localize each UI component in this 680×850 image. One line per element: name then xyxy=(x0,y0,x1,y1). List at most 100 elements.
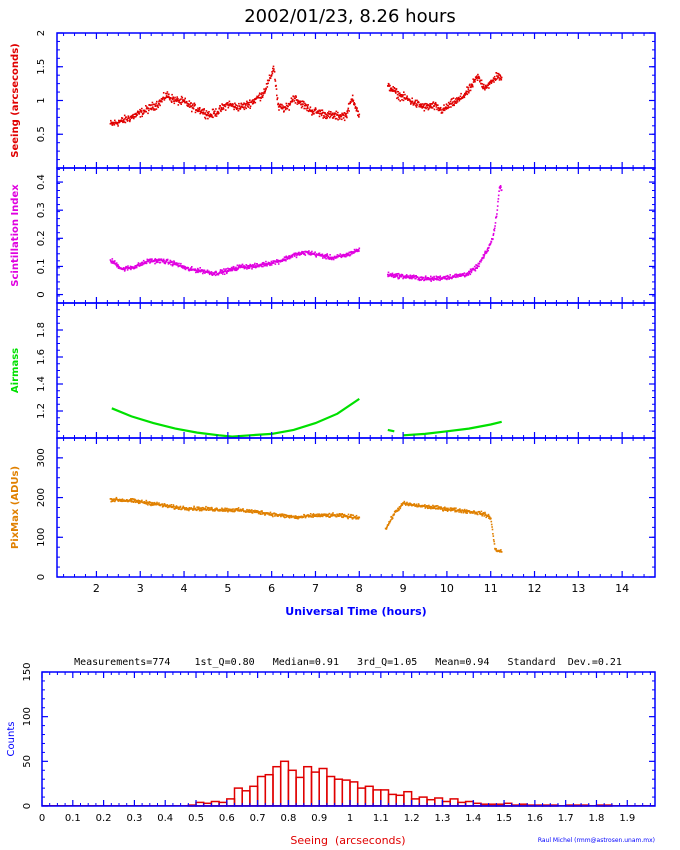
data-point xyxy=(111,123,113,125)
data-point xyxy=(457,509,460,512)
data-point xyxy=(400,274,402,277)
data-point xyxy=(400,503,403,505)
data-point xyxy=(435,106,438,108)
data-point xyxy=(342,114,344,116)
data-point xyxy=(492,79,495,81)
data-point xyxy=(318,109,320,112)
data-point xyxy=(300,253,303,255)
data-point xyxy=(387,273,389,276)
data-point xyxy=(137,502,140,505)
data-point xyxy=(177,104,180,106)
data-point xyxy=(429,279,432,281)
data-point xyxy=(145,501,147,504)
data-point xyxy=(490,520,493,523)
data-point xyxy=(443,275,445,278)
data-point xyxy=(331,114,333,117)
data-point xyxy=(131,115,134,117)
data-point xyxy=(392,86,394,88)
data-point xyxy=(129,267,131,270)
data-point xyxy=(168,96,170,99)
data-point xyxy=(324,254,327,256)
x-tick-label: 0.3 xyxy=(126,813,142,824)
data-point xyxy=(424,507,427,509)
data-point xyxy=(421,505,423,508)
data-point xyxy=(328,512,331,515)
data-point xyxy=(206,114,208,116)
data-point xyxy=(242,103,245,106)
data-point xyxy=(112,121,115,124)
data-point xyxy=(129,118,131,121)
data-point xyxy=(162,261,165,263)
data-point xyxy=(126,266,128,269)
data-point xyxy=(387,271,390,274)
data-point xyxy=(194,268,196,270)
data-point xyxy=(157,104,159,106)
data-point xyxy=(350,98,353,100)
data-point xyxy=(477,77,480,79)
data-point xyxy=(172,263,175,266)
data-point xyxy=(123,121,126,123)
data-point xyxy=(438,506,441,508)
data-point xyxy=(142,112,145,114)
data-point xyxy=(149,258,151,260)
data-point xyxy=(410,102,412,104)
data-point xyxy=(437,276,439,278)
data-point xyxy=(412,102,414,104)
data-point xyxy=(321,515,324,518)
data-point xyxy=(165,260,168,263)
data-point xyxy=(236,264,239,267)
histogram-bar xyxy=(418,796,428,807)
data-point xyxy=(300,515,303,518)
data-point xyxy=(251,268,253,270)
data-point xyxy=(225,509,228,512)
data-point xyxy=(158,103,161,105)
data-point xyxy=(318,112,320,114)
data-point xyxy=(171,261,173,263)
data-point xyxy=(261,263,263,265)
data-point xyxy=(311,114,313,116)
data-point xyxy=(291,256,294,258)
data-point xyxy=(145,105,147,107)
data-point xyxy=(455,507,457,509)
data-point xyxy=(289,102,292,105)
data-point xyxy=(341,118,343,121)
data-point xyxy=(139,264,142,267)
data-point xyxy=(492,232,495,235)
data-point xyxy=(464,511,466,513)
data-point xyxy=(234,102,236,105)
data-point xyxy=(424,275,427,277)
data-point xyxy=(158,99,161,101)
data-point xyxy=(437,109,440,112)
data-point xyxy=(299,253,301,256)
data-point xyxy=(158,258,160,260)
data-point xyxy=(172,262,174,264)
data-point xyxy=(469,89,472,92)
data-point xyxy=(397,272,400,275)
data-point xyxy=(476,267,478,269)
data-point xyxy=(492,533,494,535)
data-point xyxy=(496,205,499,207)
data-point xyxy=(284,108,287,111)
data-point xyxy=(473,79,476,82)
data-point xyxy=(163,99,166,101)
data-point xyxy=(163,503,166,505)
data-point xyxy=(276,97,279,99)
data-point xyxy=(246,268,248,270)
data-point xyxy=(387,524,390,526)
data-point xyxy=(270,74,273,76)
data-point xyxy=(294,102,297,104)
data-point xyxy=(445,103,448,105)
data-point xyxy=(140,111,143,113)
data-point xyxy=(481,257,484,260)
data-point xyxy=(110,260,112,262)
data-point xyxy=(127,115,130,117)
data-point xyxy=(357,250,359,252)
data-point xyxy=(469,273,472,276)
panel-frame xyxy=(56,437,656,578)
data-point xyxy=(428,106,431,108)
data-point xyxy=(472,512,474,514)
data-point xyxy=(308,250,310,252)
histogram-bar xyxy=(226,798,236,807)
data-point xyxy=(153,501,156,504)
